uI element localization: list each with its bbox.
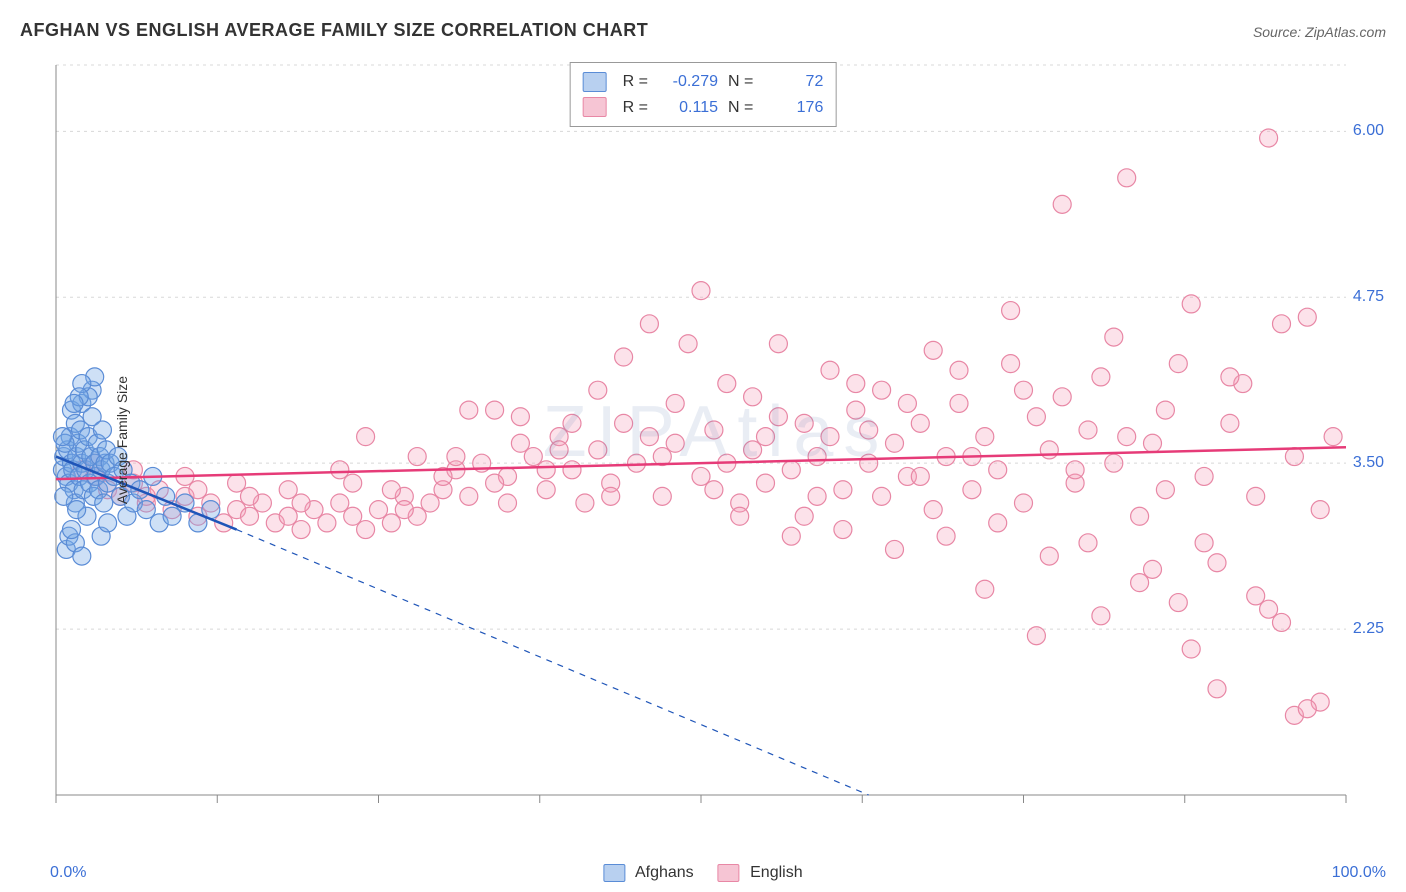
y-tick-label: 4.75 bbox=[1353, 288, 1384, 306]
correlation-legend: R = -0.279 N = 72 R = 0.115 N = 176 bbox=[570, 62, 837, 127]
r-value: 0.115 bbox=[658, 95, 718, 121]
legend-row-series1: R = -0.279 N = 72 bbox=[583, 69, 824, 95]
x-axis-min-label: 0.0% bbox=[50, 864, 86, 882]
plot-area: Average Family Size ZIPAtlas bbox=[46, 55, 1386, 825]
legend-label: Afghans bbox=[635, 864, 694, 881]
y-tick-label: 2.25 bbox=[1353, 620, 1384, 638]
chart-title: AFGHAN VS ENGLISH AVERAGE FAMILY SIZE CO… bbox=[20, 20, 648, 41]
n-label: N = bbox=[728, 95, 753, 121]
y-tick-label: 3.50 bbox=[1353, 454, 1384, 472]
x-axis-max-label: 100.0% bbox=[1332, 864, 1386, 882]
source-label: Source: ZipAtlas.com bbox=[1253, 24, 1386, 40]
swatch-series1 bbox=[603, 864, 625, 882]
series-legend: Afghans English bbox=[603, 864, 802, 882]
n-value: 176 bbox=[763, 95, 823, 121]
r-label: R = bbox=[623, 69, 648, 95]
y-axis-title: Average Family Size bbox=[114, 376, 130, 504]
r-value: -0.279 bbox=[658, 69, 718, 95]
swatch-series1 bbox=[583, 72, 607, 92]
r-label: R = bbox=[623, 95, 648, 121]
swatch-series2 bbox=[583, 97, 607, 117]
scatter-chart bbox=[46, 55, 1386, 825]
legend-label: English bbox=[750, 864, 802, 881]
legend-item-series1: Afghans bbox=[603, 864, 693, 882]
y-tick-label: 6.00 bbox=[1353, 122, 1384, 140]
n-value: 72 bbox=[763, 69, 823, 95]
n-label: N = bbox=[728, 69, 753, 95]
legend-row-series2: R = 0.115 N = 176 bbox=[583, 95, 824, 121]
legend-item-series2: English bbox=[718, 864, 803, 882]
swatch-series2 bbox=[718, 864, 740, 882]
